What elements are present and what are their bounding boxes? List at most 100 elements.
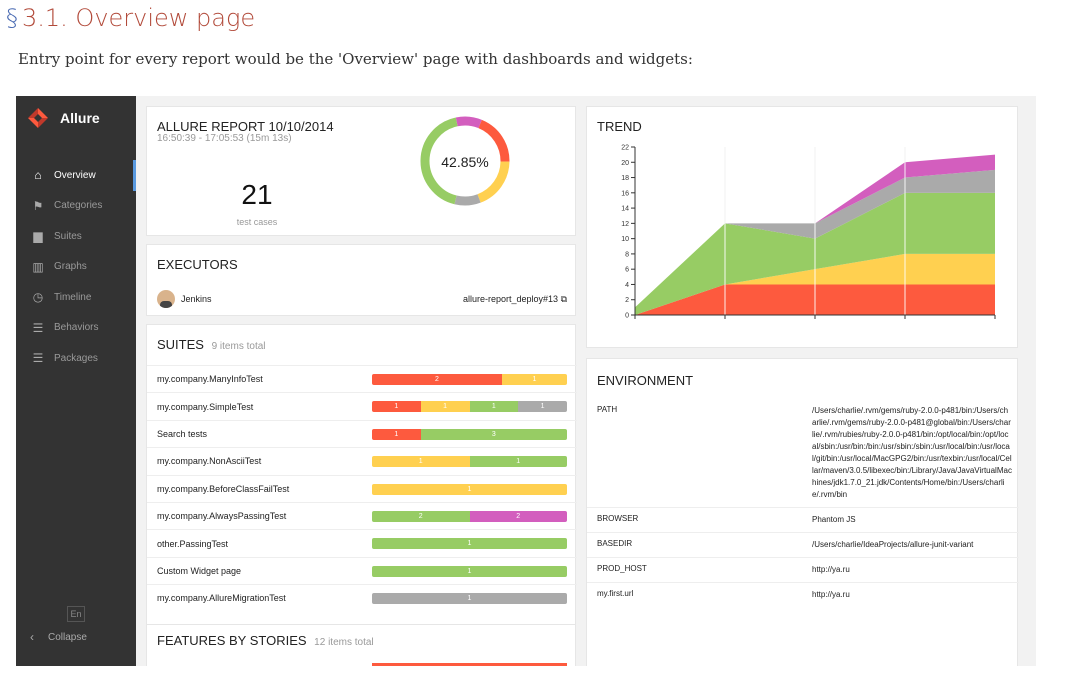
chevron-left-icon: ‹: [30, 630, 34, 644]
suite-name: Custom Widget page: [157, 565, 242, 576]
suite-name: other.PassingTest: [157, 538, 229, 549]
trend-chart: 0 2 4 6 8 10 12 14 16 18 20 22: [621, 145, 996, 320]
collapse-label: Collapse: [48, 631, 87, 643]
sidebar-item-packages[interactable]: ☰ Packages: [16, 343, 136, 374]
environment-key: PATH: [597, 405, 618, 414]
collapse-button[interactable]: ‹ Collapse: [30, 630, 87, 644]
briefcase-icon: ▆: [33, 229, 43, 244]
status-segment: 3: [420, 428, 567, 440]
trend-y-tick-label: 6: [625, 267, 629, 274]
suite-status-bar: 1: [372, 483, 567, 495]
section-mark[interactable]: §: [6, 4, 18, 32]
features-subtitle: 12 items total: [314, 637, 374, 648]
trend-y-tick-label: 12: [621, 221, 629, 228]
flag-icon: ⚑: [32, 198, 44, 213]
features-title-label: FEATURES BY STORIES: [157, 633, 307, 648]
sidebar-item-label: Graphs: [54, 261, 87, 273]
donut-slice-failed[interactable]: [478, 119, 510, 162]
home-icon: ⌂: [34, 168, 42, 183]
suite-row[interactable]: other.PassingTest 1: [147, 529, 577, 556]
suite-row[interactable]: Custom Widget page 1: [147, 556, 577, 584]
executors-widget: EXECUTORS Jenkins allure-report_deploy#1…: [146, 244, 576, 316]
sidebar-item-timeline[interactable]: ◷ Timeline: [16, 282, 136, 313]
environment-row: BROWSER Phantom JS: [587, 507, 1019, 532]
trend-title: TREND: [597, 119, 642, 134]
summary-widget: ALLURE REPORT 10/10/2014 16:50:39 - 17:0…: [146, 106, 576, 236]
trend-y-tick-label: 22: [621, 145, 629, 152]
suite-row[interactable]: my.company.SimpleTest 1 1 1 1: [147, 392, 577, 419]
environment-value: http://ya.ru: [812, 565, 850, 574]
status-segment: 2: [372, 510, 470, 522]
sidebar-item-overview[interactable]: ⌂ Overview: [16, 160, 136, 191]
features-widget: FEATURES BY STORIES 12 items total: [146, 624, 576, 666]
environment-title: ENVIRONMENT: [597, 373, 694, 388]
donut-slice-broken[interactable]: [477, 161, 510, 203]
suite-name: my.company.NonAsciiTest: [157, 456, 262, 467]
status-segment: 1: [372, 401, 421, 413]
doc-heading: § 3.1. Overview page: [0, 0, 255, 36]
status-segment: 1: [518, 401, 567, 413]
suite-row[interactable]: my.company.AllureMigrationTest 1: [147, 584, 577, 611]
trend-y-tick-label: 2: [625, 297, 629, 304]
suite-status-bar: 1: [372, 593, 567, 605]
bar-chart-icon: ▥: [32, 259, 44, 274]
features-status-bar[interactable]: [372, 663, 567, 666]
environment-row: PROD_HOST http://ya.ru: [587, 557, 1019, 582]
suite-name: my.company.AlwaysPassingTest: [157, 511, 287, 522]
donut-slice-skipped[interactable]: [454, 194, 481, 206]
sidebar-item-label: Overview: [54, 169, 96, 181]
suite-status-bar: 1: [372, 538, 567, 550]
executor-row: Jenkins allure-report_deploy#13 ⧉: [157, 289, 567, 309]
executors-title: EXECUTORS: [157, 257, 238, 272]
suites-title-label: SUITES: [157, 337, 204, 352]
section-title: 3.1. Overview page: [22, 4, 256, 32]
trend-y-tick-label: 18: [621, 175, 629, 182]
trend-y-tick-label: 0: [625, 313, 629, 320]
trend-y-tick-label: 16: [621, 190, 629, 197]
environment-row: PATH/Users/charlie/.rvm/gems/ruby-2.0.0-…: [587, 399, 1019, 507]
suite-row[interactable]: my.company.BeforeClassFailTest 1: [147, 474, 577, 502]
trend-y-tick-label: 4: [625, 282, 629, 289]
suite-status-bar: 1: [372, 565, 567, 577]
status-segment: 1: [469, 401, 519, 413]
intro-text: Entry point for every report would be th…: [18, 50, 693, 68]
brand[interactable]: Allure: [16, 96, 136, 140]
environment-key: PROD_HOST: [597, 564, 647, 573]
suite-row[interactable]: my.company.AlwaysPassingTest 2 2: [147, 501, 577, 529]
environment-key: BASEDIR: [597, 539, 633, 548]
status-segment: 1: [372, 538, 567, 550]
status-segment: 1: [372, 593, 567, 605]
status-donut-chart: [420, 116, 510, 206]
sidebar-item-label: Packages: [54, 352, 98, 364]
sidebar-item-suites[interactable]: ▆ Suites: [16, 221, 136, 252]
language-button[interactable]: En: [67, 606, 85, 622]
status-segment: 1: [469, 456, 567, 468]
status-segment: 1: [372, 456, 470, 468]
sidebar-item-behaviors[interactable]: ☰ Behaviors: [16, 313, 136, 344]
donut-slice-unknown[interactable]: [455, 116, 482, 129]
suite-name: my.company.SimpleTest: [157, 401, 254, 412]
suite-row[interactable]: my.company.NonAsciiTest 1 1: [147, 447, 577, 474]
donut-slice-passed[interactable]: [420, 117, 458, 205]
features-title: FEATURES BY STORIES 12 items total: [157, 633, 374, 648]
executor-build-link[interactable]: allure-report_deploy#13 ⧉: [463, 294, 567, 305]
suite-row[interactable]: Search tests 1 3: [147, 419, 577, 447]
sidebar-item-graphs[interactable]: ▥ Graphs: [16, 252, 136, 283]
report-time: 16:50:39 - 17:05:53 (15m 13s): [157, 133, 292, 144]
trend-series-4[interactable]: [635, 154, 995, 308]
trend-y-tick-label: 8: [625, 251, 629, 258]
suite-row[interactable]: my.company.ManyInfoTest 2 1: [147, 365, 577, 392]
sidebar-item-categories[interactable]: ⚑ Categories: [16, 191, 136, 222]
sidebar-item-label: Categories: [54, 200, 103, 212]
suites-subtitle: 9 items total: [211, 341, 266, 352]
external-link-icon: ⧉: [560, 293, 567, 304]
suites-widget: SUITES 9 items total my.company.ManyInfo…: [146, 324, 577, 666]
sidebar: Allure ⌂ Overview ⚑ Categories ▆ Suites ▥ Graph…: [16, 96, 136, 666]
sidebar-item-label: Timeline: [54, 291, 92, 303]
environment-list: PATH/Users/charlie/.rvm/gems/ruby-2.0.0-…: [587, 399, 1019, 607]
environment-row: BASEDIR/Users/charlie/IdeaProjects/allur…: [587, 532, 1019, 557]
success-percent: 42.85%: [441, 154, 489, 170]
sidebar-item-label: Behaviors: [54, 322, 99, 334]
